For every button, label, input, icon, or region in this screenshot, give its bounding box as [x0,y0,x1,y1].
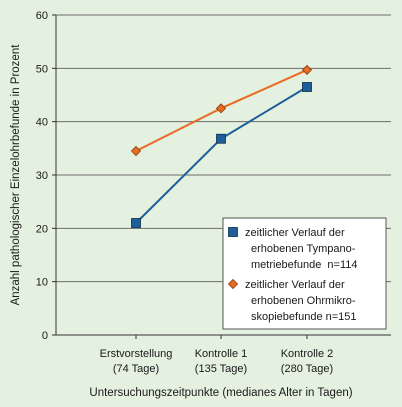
x-tick-label: Kontrolle 2 [281,348,334,360]
legend-marker-diamond [227,278,239,290]
legend-label: metriebefunde n=114 [251,259,358,271]
data-point-square [131,218,141,228]
series-markers [130,64,313,228]
legend-label: erhobenen Tympano- [251,243,356,255]
data-point-diamond [301,64,313,75]
y-tick-label: 20 [36,223,48,235]
legend-label: zeitlicher Verlauf der [245,279,345,291]
x-tick-label: Kontrolle 1 [195,348,248,360]
y-axis-label: Anzahl pathologischer Einzelohrbefunde i… [10,44,22,306]
legend-label: zeitlicher Verlauf der [245,227,345,239]
data-point-square [302,82,312,92]
x-tick-label: (74 Tage) [113,363,159,375]
x-tick-label: Erstvorstellung [100,348,173,360]
legend: zeitlicher Verlauf der erhobenen Tympano-… [222,217,387,330]
legend-label: erhobenen Ohrmikro- [251,295,356,307]
y-tick-label: 10 [36,277,48,289]
legend-marker-square [228,227,238,237]
legend-box [222,217,387,330]
y-tick-label: 40 [36,117,48,129]
series-lines [135,69,308,224]
y-axis-ticks: 0 10 20 30 40 50 60 [36,10,56,342]
x-tick-label: (280 Tage) [281,363,333,375]
data-point-diamond [215,103,227,114]
y-tick-label: 60 [36,10,48,22]
x-axis-ticks: Erstvorstellung (74 Tage) Kontrolle 1 (135 … [100,335,334,375]
legend-label: skopiebefunde n=151 [251,311,357,323]
y-tick-label: 50 [36,63,48,75]
y-tick-label: 30 [36,170,48,182]
y-tick-label: 0 [42,330,48,342]
x-tick-label: (135 Tage) [195,363,247,375]
data-point-square [216,133,226,144]
x-axis-label: Untersuchungszeitpunkte (medianes Alter … [89,387,352,399]
data-point-diamond [130,145,142,157]
